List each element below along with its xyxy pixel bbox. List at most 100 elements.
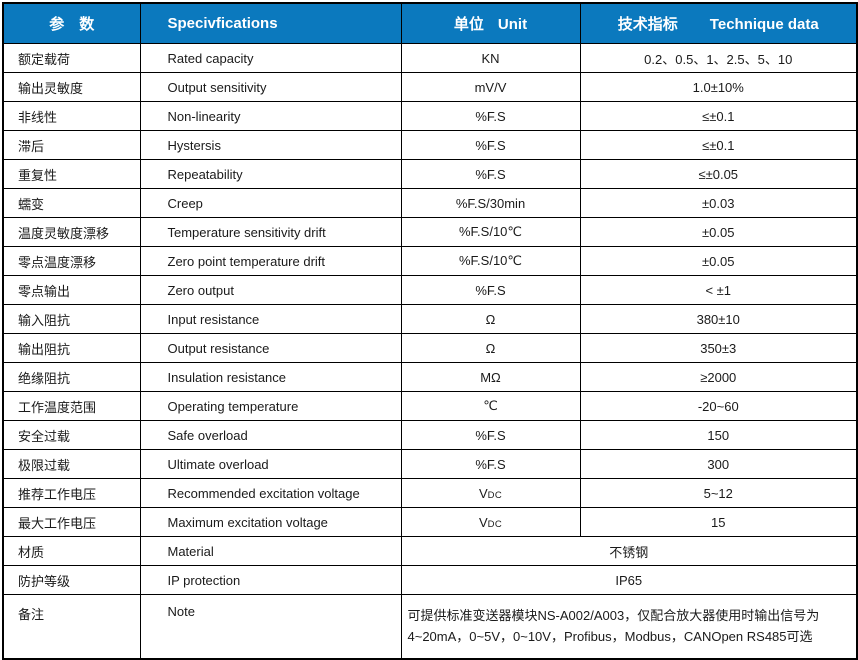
unit-cell: %F.S	[400, 130, 581, 160]
note-line: 4~20mA，0~5V，0~10V，Profibus，Modbus，CANOpe…	[407, 628, 813, 644]
spec-cell: Zero output	[139, 275, 402, 305]
unit-cell: %F.S/10℃	[400, 217, 581, 247]
spec-cell: Operating temperature	[139, 391, 402, 421]
header-technique-en: Technique data	[709, 16, 819, 33]
value-cell: 不锈钢	[400, 536, 858, 566]
header-technique-data: 技术指标 Technique data	[579, 2, 858, 44]
value-cell: 5~12	[579, 478, 858, 508]
param-cell: 额定载荷	[2, 43, 141, 73]
param-cell: 最大工作电压	[2, 507, 141, 537]
param-cell: 输出阻抗	[2, 333, 141, 363]
table-row: 零点温度漂移 Zero point temperature drift %F.S/1…	[2, 246, 858, 276]
spec-cell: Insulation resistance	[139, 362, 402, 392]
param-cell: 材质	[2, 536, 141, 566]
unit-subscript: DC	[487, 518, 502, 530]
spec-cell: Hystersis	[139, 130, 402, 160]
table-row: 滞后 Hystersis %F.S ≤±0.1	[2, 130, 858, 160]
value-cell: < ±1	[579, 275, 858, 305]
unit-cell: mV/V	[400, 72, 581, 102]
unit-main: V	[479, 485, 488, 501]
spec-cell: Output sensitivity	[139, 72, 402, 102]
table-row: 推荐工作电压 Recommended excitation voltage VDC 5…	[2, 478, 858, 508]
note-line: 可提供标准变送器模块NS-A002/A003，仅配合放大器使用时输出信号为	[407, 607, 820, 623]
table-row: 非线性 Non-linearity %F.S ≤±0.1	[2, 101, 858, 131]
table-row: 温度灵敏度漂移 Temperature sensitivity drift %F.S…	[2, 217, 858, 247]
table-row: 输出阻抗 Output resistance Ω 350±3	[2, 333, 858, 363]
unit-cell: Ω	[400, 304, 581, 334]
param-cell: 滞后	[2, 130, 141, 160]
header-param-zh: 参 数	[49, 16, 95, 33]
unit-cell: VDC	[400, 507, 581, 537]
value-cell: ±0.05	[579, 246, 858, 276]
header-spec: Specivfications	[139, 2, 402, 44]
param-cell: 输入阻抗	[2, 304, 141, 334]
spec-cell: Output resistance	[139, 333, 402, 363]
param-cell: 推荐工作电压	[2, 478, 141, 508]
param-cell: 输出灵敏度	[2, 72, 141, 102]
value-cell: ±0.05	[579, 217, 858, 247]
table-row: 蠕变 Creep %F.S/30min ±0.03	[2, 188, 858, 218]
param-cell: 零点输出	[2, 275, 141, 305]
table-row: 防护等级 IP protection IP65	[2, 565, 858, 595]
unit-main: V	[479, 514, 488, 530]
value-cell: 15	[579, 507, 858, 537]
spec-cell: IP protection	[139, 565, 402, 595]
spec-cell: Zero point temperature drift	[139, 246, 402, 276]
table-row: 材质 Material 不锈钢	[2, 536, 858, 566]
value-cell: 150	[579, 420, 858, 450]
unit-cell: %F.S	[400, 101, 581, 131]
spec-cell: Input resistance	[139, 304, 402, 334]
value-cell: ±0.03	[579, 188, 858, 218]
param-cell: 温度灵敏度漂移	[2, 217, 141, 247]
table-row: 额定载荷 Rated capacity KN 0.2、0.5、1、2.5、5、10	[2, 43, 858, 73]
unit-cell: %F.S	[400, 420, 581, 450]
param-cell: 绝缘阻抗	[2, 362, 141, 392]
table-row: 输出灵敏度 Output sensitivity mV/V 1.0±10%	[2, 72, 858, 102]
spec-cell: Non-linearity	[139, 101, 402, 131]
param-cell: 重复性	[2, 159, 141, 189]
param-cell: 备注	[2, 594, 141, 660]
unit-cell: KN	[400, 43, 581, 73]
table-row: 工作温度范围 Operating temperature ℃ -20~60	[2, 391, 858, 421]
unit-cell: %F.S	[400, 275, 581, 305]
unit-cell: Ω	[400, 333, 581, 363]
table-row: 备注 Note 可提供标准变送器模块NS-A002/A003，仅配合放大器使用时输出…	[2, 594, 858, 660]
value-cell: 1.0±10%	[579, 72, 858, 102]
value-cell: 300	[579, 449, 858, 479]
spec-cell: Temperature sensitivity drift	[139, 217, 402, 247]
spec-cell: Ultimate overload	[139, 449, 402, 479]
table-row: 极限过载 Ultimate overload %F.S 300	[2, 449, 858, 479]
table-row: 绝缘阻抗 Insulation resistance MΩ ≥2000	[2, 362, 858, 392]
spec-cell: Recommended excitation voltage	[139, 478, 402, 508]
spec-cell: Maximum excitation voltage	[139, 507, 402, 537]
value-cell: -20~60	[579, 391, 858, 421]
spec-cell: Repeatability	[139, 159, 402, 189]
value-cell: 350±3	[579, 333, 858, 363]
unit-cell: %F.S/10℃	[400, 246, 581, 276]
table-row: 最大工作电压 Maximum excitation voltage VDC 15	[2, 507, 858, 537]
spec-cell: Material	[139, 536, 402, 566]
header-unit: 单位 Unit	[400, 2, 581, 44]
value-cell: ≥2000	[579, 362, 858, 392]
header-row: 参 数 Specivfications 单位 Unit 技术指标 Technique…	[2, 2, 858, 44]
spec-cell: Creep	[139, 188, 402, 218]
value-cell: IP65	[400, 565, 858, 595]
table-row: 安全过载 Safe overload %F.S 150	[2, 420, 858, 450]
unit-cell: VDC	[400, 478, 581, 508]
param-cell: 防护等级	[2, 565, 141, 595]
unit-subscript: DC	[487, 489, 502, 501]
table-row: 输入阻抗 Input resistance Ω 380±10	[2, 304, 858, 334]
unit-cell: ℃	[400, 391, 581, 421]
unit-cell: %F.S	[400, 449, 581, 479]
header-technique-zh: 技术指标	[617, 16, 678, 33]
value-cell: 380±10	[579, 304, 858, 334]
unit-cell: %F.S	[400, 159, 581, 189]
param-cell: 极限过载	[2, 449, 141, 479]
spec-cell: Note	[139, 594, 402, 660]
value-cell: 可提供标准变送器模块NS-A002/A003，仅配合放大器使用时输出信号为 4~2…	[400, 594, 858, 660]
value-cell: 0.2、0.5、1、2.5、5、10	[579, 43, 858, 73]
unit-cell: MΩ	[400, 362, 581, 392]
param-cell: 零点温度漂移	[2, 246, 141, 276]
param-cell: 蠕变	[2, 188, 141, 218]
